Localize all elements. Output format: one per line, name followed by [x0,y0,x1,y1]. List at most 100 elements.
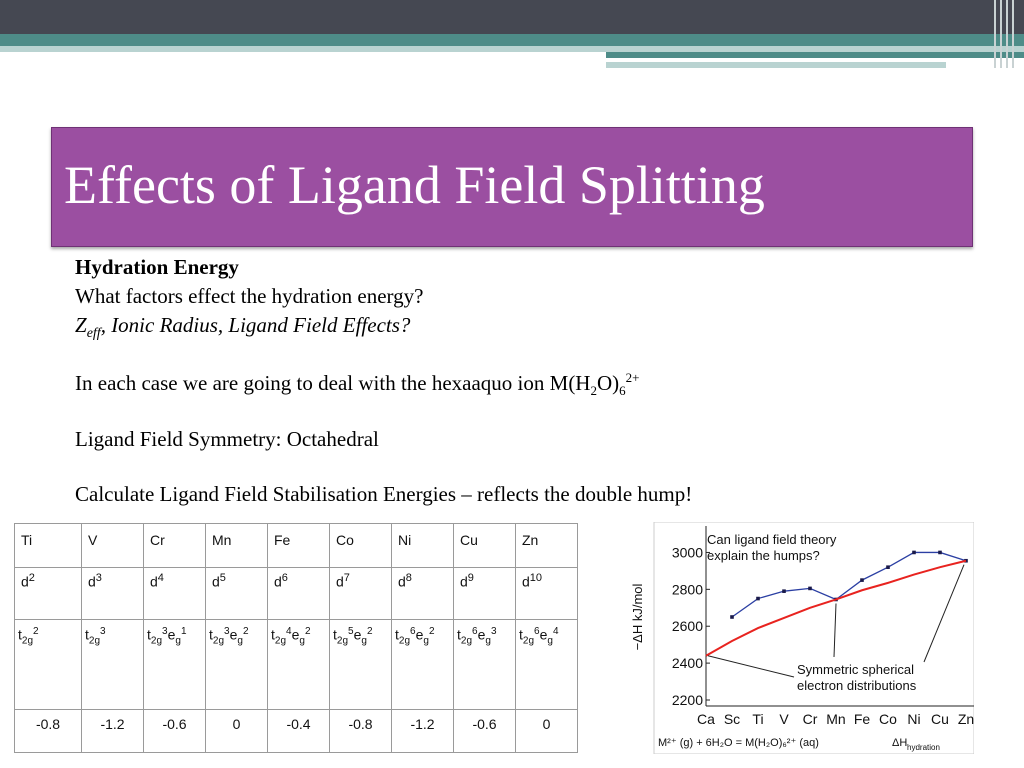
config-cell: t2g2 [14,619,82,710]
hexaaquo-text: In each case we are going to deal with t… [75,371,591,395]
y-tick-label: 3000 [672,544,703,560]
d-count-cell: d9 [453,567,516,620]
pointer-line [707,655,795,678]
decor-line [1000,0,1002,68]
x-tick-label: Co [879,711,897,727]
config-cell: t2g4eg2 [267,619,330,710]
config-cell: t2g3eg1 [143,619,206,710]
config-cell: t2g6eg2 [391,619,454,710]
data-point [938,550,942,555]
annotation-bottom-line1: Symmetric spherical [797,662,914,677]
d-count-cell: d7 [329,567,392,620]
y-tick-label: 2400 [672,655,703,671]
x-tick-label: Mn [826,711,845,727]
data-point [886,565,890,569]
z-subscript: eff [86,326,101,342]
symmetry-line: Ligand Field Symmetry: Octahedral [75,427,379,451]
accent-stripe-short [606,52,1024,58]
data-point [782,589,786,593]
d-count-cell: d6 [267,567,330,620]
question-text: What factors effect the hydration energy… [75,284,424,308]
top-banner [0,0,1024,34]
annotation-top-line1: Can ligand field theory [707,532,837,547]
metal-cell: V [81,523,144,568]
metal-cell: Ti [14,523,82,568]
hexaaquo-line: In each case we are going to deal with t… [75,370,640,399]
slide-title: Effects of Ligand Field Splitting [64,155,765,215]
pointer-line [833,603,837,658]
data-point [860,578,864,582]
chart-footer-equation: M²⁺ (g) + 6H₂O = M(H₂O)₆²⁺ (aq) [658,737,819,749]
lfse-table: Ti V Cr Mn Fe Co Ni Cu Zn d2 d3 d4 d5 d6 d7 d8 d9 d10 t2… [14,523,578,753]
y-axis-label: −ΔH kJ/mol [630,583,645,650]
lfse-cell: -0.8 [329,709,392,753]
metal-cell: Cu [453,523,516,568]
metal-cell: Co [329,523,392,568]
hydration-chart: 3000 2800 2600 2400 2200 Ca Sc Ti V Cr Mn Fe Co Ni Cu Z… [624,521,975,755]
decor-line [1012,0,1014,68]
decor-line [1006,0,1008,68]
lfse-cell: 0 [515,709,578,753]
annotation-bottom-line2: electron distributions [797,678,917,693]
chart-footer-dh-subscript: hydration [907,743,940,752]
lfse-cell: -0.4 [267,709,330,753]
charge-superscript: 2+ [625,370,640,385]
pointer-line [923,564,965,663]
metal-cell: Ni [391,523,454,568]
d-count-cell: d5 [205,567,268,620]
title-box: Effects of Ligand Field Splitting [51,127,973,247]
config-cell: t2g6eg4 [515,619,578,710]
d-count-cell: d4 [143,567,206,620]
x-tick-label: Fe [854,711,871,727]
d-count-cell: d2 [14,567,82,620]
metal-cell: Mn [205,523,268,568]
data-point [808,586,812,591]
factors-rest: , Ionic Radius, Ligand Field Effects? [100,313,411,337]
hydration-chart-svg: 3000 2800 2600 2400 2200 Ca Sc Ti V Cr Mn Fe Co Ni Cu Z… [630,521,975,755]
h2-subscript: 2 [590,383,597,399]
lfse-table-image: Ti V Cr Mn Fe Co Ni Cu Zn d2 d3 d4 d5 d6 d7 d8 d9 d10 t2… [10,523,588,756]
config-cell: t2g5eg2 [329,619,392,710]
data-point [756,596,760,601]
x-tick-label: Sc [724,711,740,727]
config-cell: t2g3 [81,619,144,710]
lfse-cell: -0.6 [453,709,516,753]
hexaaquo-mid: O) [596,371,620,395]
lfse-cell: -0.6 [143,709,206,753]
lfse-cell: -1.2 [391,709,454,753]
accent-stripe-light [0,46,1024,52]
x-tick-label: Ti [752,711,763,727]
metal-cell: Fe [267,523,330,568]
data-point [964,558,968,563]
metal-cell: Zn [515,523,578,568]
x-tick-label: Cr [803,711,818,727]
lfse-cell: -0.8 [14,709,82,753]
data-point [912,550,916,555]
x-tick-label: Ca [697,711,715,727]
factors-line: Zeff, Ionic Radius, Ligand Field Effects… [75,313,410,342]
data-point [730,615,734,619]
x-tick-label: Zn [958,711,974,727]
x-tick-label: Ni [907,711,920,727]
observed-series-line [731,551,967,618]
six-subscript: 6 [619,383,626,399]
y-tick-label: 2200 [672,692,703,708]
trend-series-line [705,559,967,657]
metal-cell: Cr [143,523,206,568]
z-letter: Z [75,313,87,337]
d-count-cell: d10 [515,567,578,620]
decor-line [994,0,996,68]
lfse-cell: 0 [205,709,268,753]
chart-footer-dh: ΔH [892,737,907,749]
config-cell: t2g3eg2 [205,619,268,710]
section-heading: Hydration Energy [75,255,239,279]
config-cell: t2g6eg3 [453,619,516,710]
annotation-top-line2: explain the humps? [707,548,820,563]
lfse-cell: -1.2 [81,709,144,753]
x-tick-label: Cu [931,711,949,727]
d-count-cell: d3 [81,567,144,620]
calculate-line: Calculate Ligand Field Stabilisation Ene… [75,482,693,506]
d-count-cell: d8 [391,567,454,620]
y-tick-label: 2600 [672,618,703,634]
y-tick-label: 2800 [672,581,703,597]
